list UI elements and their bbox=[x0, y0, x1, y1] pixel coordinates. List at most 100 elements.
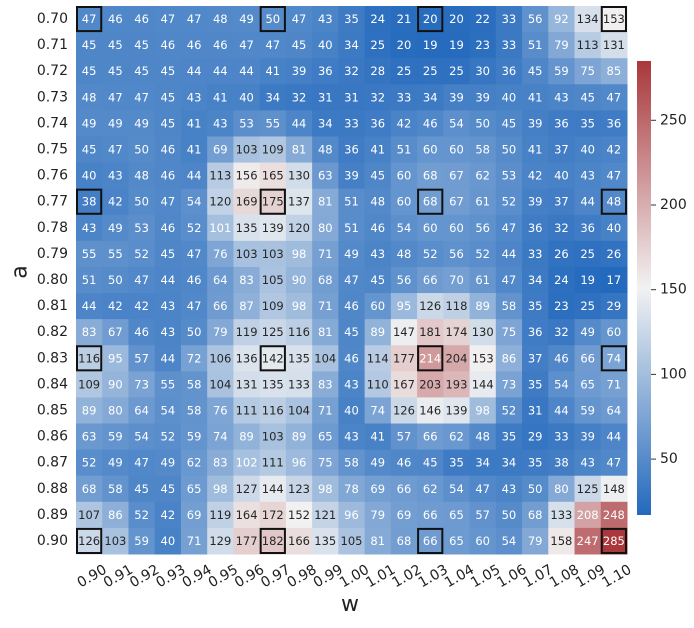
cell-value-label: 47 bbox=[502, 273, 517, 287]
heatmap-cell bbox=[233, 240, 261, 268]
cell-value-label: 52 bbox=[161, 430, 176, 444]
heatmap-cell bbox=[102, 423, 129, 451]
highlight-box bbox=[259, 6, 286, 33]
heatmap-cell bbox=[207, 214, 234, 242]
cell-value-label: 41 bbox=[528, 90, 543, 104]
highlight-box bbox=[259, 188, 286, 215]
heatmap-cell bbox=[338, 423, 366, 451]
heatmap-cell bbox=[364, 345, 392, 372]
cell-value-label: 31 bbox=[528, 403, 543, 417]
cell-value-label: 119 bbox=[209, 508, 231, 522]
heatmap-cell bbox=[443, 136, 471, 164]
cell-value-label: 23 bbox=[475, 38, 490, 52]
cell-value-label: 71 bbox=[187, 534, 202, 548]
highlight-box bbox=[417, 6, 444, 33]
heatmap-cell bbox=[548, 293, 576, 320]
cell-value-label: 74 bbox=[607, 351, 622, 365]
heatmap-cell bbox=[364, 58, 392, 85]
cell-value-label: 175 bbox=[262, 195, 284, 209]
cell-value-label: 54 bbox=[502, 534, 517, 548]
heatmap-cell bbox=[495, 501, 523, 529]
cell-value-label: 36 bbox=[502, 64, 517, 78]
cell-value-label: 68 bbox=[423, 195, 438, 209]
heatmap-cell bbox=[600, 188, 628, 216]
heatmap-cell bbox=[285, 371, 313, 398]
heatmap-cell bbox=[285, 449, 313, 477]
heatmap-cell bbox=[102, 214, 129, 242]
cell-value-label: 37 bbox=[554, 195, 569, 209]
heatmap-cell bbox=[128, 345, 156, 372]
heatmap-cell bbox=[128, 371, 156, 398]
cell-value-label: 52 bbox=[134, 247, 149, 261]
heatmap-cell bbox=[312, 32, 339, 59]
heatmap-cell bbox=[285, 162, 313, 190]
heatmap-cell bbox=[469, 58, 497, 85]
heatmap-cell bbox=[285, 293, 313, 320]
cell-value-label: 41 bbox=[265, 64, 280, 78]
cell-value-label: 106 bbox=[209, 351, 231, 365]
heatmap-cell bbox=[390, 449, 418, 477]
cell-value-label: 25 bbox=[580, 247, 595, 261]
heatmap-cell bbox=[338, 6, 366, 33]
cell-value-label: 96 bbox=[292, 456, 307, 470]
heatmap-cell bbox=[233, 501, 261, 529]
cell-value-label: 42 bbox=[397, 116, 412, 130]
heatmap-cell bbox=[390, 397, 418, 425]
colorbar-tick-label: 200 bbox=[660, 197, 687, 213]
cell-value-label: 45 bbox=[161, 116, 176, 130]
cell-value-label: 110 bbox=[367, 377, 389, 391]
cell-value-label: 75 bbox=[318, 456, 333, 470]
highlight-box bbox=[417, 188, 444, 215]
heatmap-cell bbox=[495, 397, 523, 425]
cell-value-label: 66 bbox=[423, 430, 438, 444]
cell-value-label: 135 bbox=[314, 534, 336, 548]
heatmap-cell bbox=[522, 84, 549, 111]
cell-value-label: 81 bbox=[318, 195, 333, 209]
heatmap-cell bbox=[180, 527, 208, 555]
heatmap-cell bbox=[469, 345, 497, 372]
cell-value-label: 38 bbox=[554, 456, 569, 470]
cell-value-label: 86 bbox=[108, 508, 123, 522]
heatmap-cell bbox=[233, 84, 261, 111]
cell-value-label: 66 bbox=[423, 508, 438, 522]
heatmap-cell bbox=[259, 6, 287, 33]
cell-value-label: 47 bbox=[161, 12, 176, 26]
cell-value-label: 105 bbox=[262, 273, 284, 287]
cell-value-label: 85 bbox=[607, 64, 622, 78]
heatmap-cell bbox=[312, 345, 339, 372]
cell-value-label: 47 bbox=[108, 90, 123, 104]
heatmap-cell bbox=[390, 58, 418, 85]
cell-value-label: 98 bbox=[292, 247, 307, 261]
cell-value-label: 49 bbox=[370, 456, 385, 470]
cell-value-label: 47 bbox=[82, 12, 97, 26]
heatmap-cell bbox=[154, 58, 182, 85]
cell-value-label: 60 bbox=[423, 221, 438, 235]
heatmap-cell bbox=[259, 188, 287, 216]
heatmap-cell bbox=[469, 110, 497, 137]
heatmap-cell bbox=[574, 501, 602, 529]
heatmap-cell bbox=[522, 293, 549, 320]
cell-value-label: 54 bbox=[449, 116, 464, 130]
cell-value-label: 248 bbox=[603, 508, 625, 522]
cell-value-label: 41 bbox=[213, 90, 228, 104]
heatmap-cell bbox=[574, 188, 602, 216]
cell-value-label: 44 bbox=[607, 430, 622, 444]
y-axis-title: a bbox=[8, 265, 33, 278]
heatmap-cell bbox=[469, 6, 497, 33]
heatmap-cell bbox=[600, 136, 628, 164]
heatmap-cell bbox=[390, 475, 418, 503]
heatmap-cell bbox=[417, 214, 444, 242]
heatmap-cell bbox=[102, 397, 129, 425]
cell-value-label: 58 bbox=[108, 482, 123, 496]
y-tick-label: 0.80 bbox=[37, 272, 68, 288]
heatmap-cell bbox=[154, 423, 182, 451]
cell-value-label: 34 bbox=[344, 38, 359, 52]
cell-value-label: 40 bbox=[502, 90, 517, 104]
highlight-box bbox=[417, 527, 444, 555]
cell-value-label: 76 bbox=[213, 247, 228, 261]
heatmap-cell bbox=[417, 345, 444, 372]
cell-value-label: 41 bbox=[187, 143, 202, 157]
heatmap-cell bbox=[128, 110, 156, 137]
heatmap-cell bbox=[443, 397, 471, 425]
cell-value-label: 45 bbox=[344, 325, 359, 339]
